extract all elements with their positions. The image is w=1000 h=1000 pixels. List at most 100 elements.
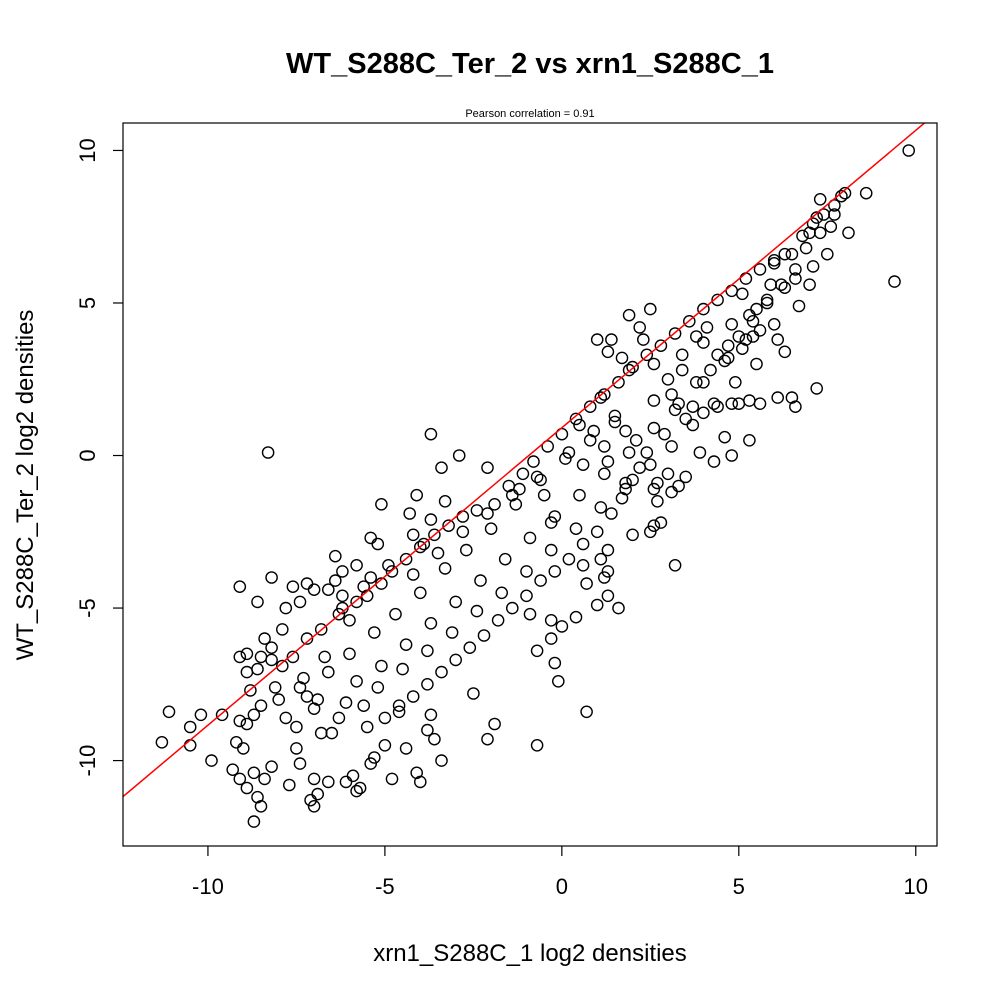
data-point <box>498 552 512 566</box>
data-point <box>598 388 611 401</box>
data-point <box>481 461 494 475</box>
data-point <box>619 482 632 496</box>
data-point <box>240 647 254 661</box>
data-point <box>229 736 243 749</box>
data-point <box>605 507 618 520</box>
data-point <box>406 568 420 581</box>
data-point <box>743 433 756 447</box>
data-points <box>155 144 916 828</box>
data-point <box>435 754 448 767</box>
data-point <box>428 732 441 746</box>
data-point <box>360 720 374 734</box>
data-point <box>293 757 307 770</box>
data-point <box>651 476 664 490</box>
data-point <box>456 510 470 523</box>
data-point <box>375 659 388 673</box>
data-point <box>275 659 289 673</box>
data-point <box>789 263 802 276</box>
data-point <box>626 528 639 542</box>
data-point <box>417 537 431 551</box>
data-point <box>626 360 639 374</box>
data-point <box>771 391 785 404</box>
data-point <box>665 388 678 401</box>
data-point <box>385 565 399 578</box>
data-point <box>449 653 463 667</box>
data-point <box>364 757 378 770</box>
data-point <box>838 186 852 200</box>
data-point <box>300 632 314 645</box>
data-point <box>254 650 268 664</box>
data-point <box>226 763 239 777</box>
data-point <box>240 717 254 731</box>
data-point <box>311 787 325 801</box>
data-point <box>258 632 271 645</box>
data-point <box>378 739 392 752</box>
data-point <box>619 476 632 490</box>
data-point <box>247 708 261 722</box>
data-point <box>254 800 268 813</box>
data-point <box>792 299 806 313</box>
data-point <box>562 552 576 566</box>
data-point <box>693 446 707 459</box>
data-point <box>194 708 208 722</box>
data-point <box>328 549 342 563</box>
data-point <box>767 253 781 267</box>
data-point <box>580 577 593 590</box>
data-point <box>251 662 264 676</box>
data-point <box>672 397 685 411</box>
data-point <box>679 412 693 426</box>
data-point <box>619 424 632 438</box>
data-point <box>729 375 742 389</box>
data-point <box>399 552 413 566</box>
data-point <box>240 665 254 679</box>
data-point <box>700 321 714 334</box>
data-point <box>668 327 682 340</box>
data-point <box>534 473 547 487</box>
data-point <box>683 314 696 328</box>
data-point <box>661 372 675 386</box>
data-point <box>668 559 682 572</box>
plot-frame <box>122 122 938 847</box>
data-point <box>718 354 732 368</box>
data-point <box>495 586 509 600</box>
data-point <box>576 537 590 551</box>
data-point <box>428 528 441 542</box>
data-point <box>445 626 459 639</box>
data-point <box>668 403 682 417</box>
data-point <box>307 583 321 597</box>
data-point <box>530 739 544 752</box>
data-point <box>481 507 494 520</box>
chart-subtitle: Pearson correlation = 0.91 <box>465 108 594 120</box>
data-point <box>364 531 378 545</box>
data-point <box>233 580 247 594</box>
data-point <box>594 391 608 404</box>
data-point <box>385 772 399 786</box>
data-point <box>452 449 466 462</box>
data-point <box>378 711 392 725</box>
data-point <box>721 351 735 365</box>
data-point <box>353 781 367 795</box>
data-point <box>707 455 721 468</box>
data-point <box>346 769 360 783</box>
data-point <box>644 458 657 472</box>
data-point <box>665 485 678 499</box>
data-point <box>810 382 824 395</box>
data-point <box>842 226 855 240</box>
data-point <box>516 467 530 481</box>
data-point <box>548 565 562 578</box>
data-point <box>647 519 661 533</box>
data-point <box>767 317 781 331</box>
data-point <box>290 720 303 734</box>
data-point <box>640 446 654 459</box>
data-point <box>467 687 480 700</box>
data-point <box>325 726 339 740</box>
data-point <box>470 604 484 618</box>
data-point <box>654 339 668 353</box>
data-point <box>491 614 505 627</box>
data-point <box>576 458 590 472</box>
data-point <box>633 321 647 334</box>
data-point <box>314 623 328 636</box>
data-point <box>637 333 650 346</box>
data-point <box>725 449 739 462</box>
